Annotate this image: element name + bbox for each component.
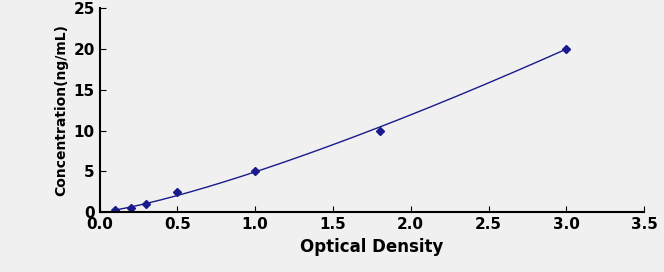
Y-axis label: Concentration(ng/mL): Concentration(ng/mL) [54,24,68,196]
X-axis label: Optical Density: Optical Density [300,237,444,256]
